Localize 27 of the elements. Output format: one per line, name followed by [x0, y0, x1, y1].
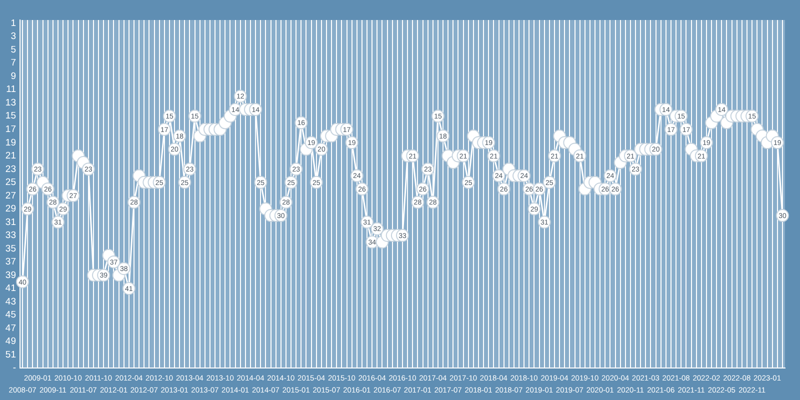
y-tick-label: 19 — [5, 137, 16, 148]
y-tick-label: 31 — [5, 216, 16, 228]
y-tick-label: 47 — [5, 322, 16, 334]
y-tick-label: 51 — [5, 349, 16, 360]
y-tick-label: 15 — [5, 110, 16, 122]
y-tick-label: 41 — [5, 283, 16, 294]
y-tick-label: - — [12, 362, 16, 374]
y-tick-label: 37 — [5, 256, 16, 268]
y-tick-label: 3 — [10, 31, 16, 42]
y-tick-label: 29 — [5, 204, 16, 215]
y-tick-label: 1 — [10, 18, 16, 29]
y-tick-label: 39 — [5, 270, 16, 281]
y-tick-label: 7 — [10, 58, 16, 69]
y-tick-label: 11 — [6, 84, 16, 96]
y-tick-label: 21 — [5, 150, 16, 162]
y-tick-label: 5 — [10, 44, 16, 56]
y-tick-label: 13 — [5, 97, 16, 108]
y-tick-label: 45 — [5, 310, 16, 321]
y-tick-label: 33 — [5, 230, 16, 242]
y-tick-label: 43 — [5, 296, 16, 308]
y-tick-label: 17 — [5, 124, 16, 135]
y-tick-label: 23 — [5, 164, 16, 175]
y-tick-label: 27 — [5, 190, 16, 202]
y-tick-label: 35 — [5, 243, 16, 254]
y-tick-label: 25 — [5, 177, 16, 188]
y-tick-label: 49 — [5, 336, 16, 348]
y-tick-label: 9 — [10, 70, 16, 82]
